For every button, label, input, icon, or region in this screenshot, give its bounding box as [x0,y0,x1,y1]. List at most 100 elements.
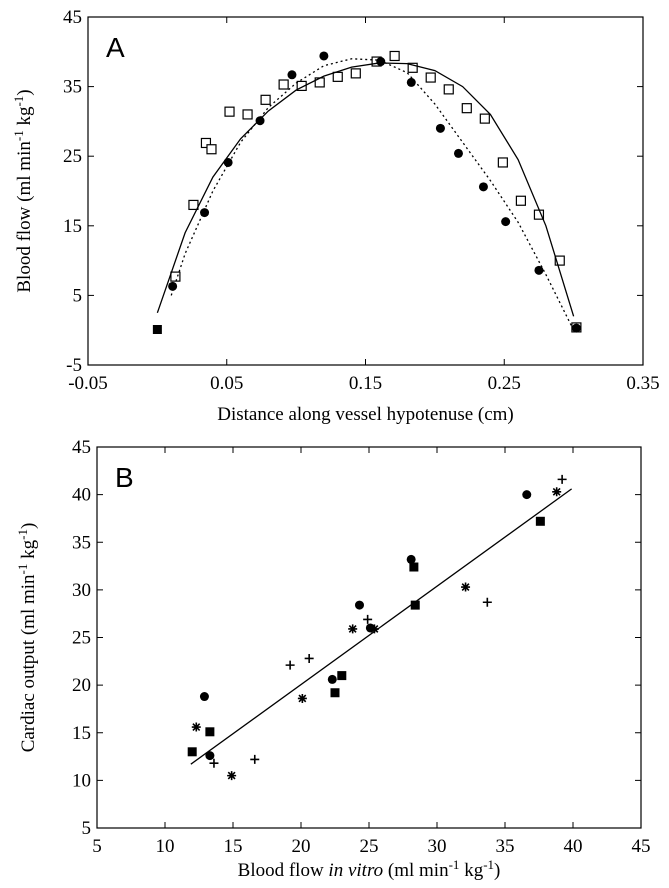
x-tick-label: 5 [92,836,102,857]
point [209,758,219,768]
x-axis-title-part: Distance along vessel hypotenuse (cm) [217,404,514,425]
x-tick-label: 10 [156,836,175,857]
y-tick-label: 35 [72,532,91,553]
x-axis-title-part: Blood flow [238,860,329,881]
fit-line [170,58,575,331]
y-axis-title-part: -1 [11,96,26,107]
point [188,199,199,211]
point [409,562,419,572]
panel-label: A [106,32,125,63]
point [227,771,237,781]
x-tick-label: 40 [564,836,583,857]
y-tick-label: 10 [72,770,91,791]
point [406,77,416,87]
point [170,271,181,282]
point [571,323,581,333]
y-axis-title-part: Blood flow (ml min [14,141,35,293]
y-tick-label: 45 [72,437,91,458]
point [435,123,445,133]
point [152,325,162,335]
point [297,693,307,703]
point [482,597,492,607]
point [285,660,295,670]
point [255,116,265,126]
y-axis-title-part: -1 [15,564,30,575]
point [191,722,201,732]
point [206,144,217,155]
point [205,751,215,761]
point [535,516,545,526]
point [337,671,347,681]
y-tick-label: 40 [72,485,91,506]
y-axis-title-part: kg [14,106,35,130]
x-tick-label: -0.05 [68,373,108,394]
x-tick-label: 0.05 [210,373,243,394]
point [224,106,235,117]
x-tick-label: 25 [360,836,379,857]
point [461,582,471,592]
point [327,674,337,684]
point [354,600,364,610]
y-tick-label: -5 [66,355,82,376]
point [453,148,463,158]
point [461,103,472,114]
x-tick-label: 45 [632,836,651,857]
y-axis-title-part: ) [14,89,35,95]
y-tick-label: 5 [82,818,92,839]
x-axis-title-part: (ml min [383,860,449,881]
plot-frame [87,16,644,366]
point [319,51,329,61]
y-axis-title-part: ) [18,523,39,529]
point [332,71,343,82]
y-tick-label: 20 [72,675,91,696]
x-tick-label: 15 [224,836,243,857]
x-tick-label: 35 [496,836,515,857]
y-tick-label: 5 [73,285,83,306]
point [278,79,289,90]
point [425,72,436,83]
point [304,653,314,663]
point [522,490,532,500]
y-axis-title: Cardiac output (ml min-1 kg-1) [15,523,40,753]
x-axis-title-part: kg [459,860,483,881]
x-axis-title-part: -1 [449,857,460,872]
point [478,182,488,192]
y-axis-title-part: -1 [15,529,30,540]
x-axis-title: Blood flow in vitro (ml min-1 kg-1) [238,857,501,882]
point [350,68,361,79]
point [557,474,567,484]
point [348,624,358,634]
fit-line [190,488,573,765]
y-axis-title-part: Cardiac output (ml min [18,574,39,752]
point [389,50,400,62]
x-tick-label: 0.25 [488,373,521,394]
point [242,109,253,120]
point [199,692,209,702]
x-tick-label: 20 [292,836,311,857]
x-axis-title-part: ) [494,860,500,881]
y-axis-title: Blood flow (ml min-1 kg-1) [11,89,36,292]
point [501,217,511,227]
point [497,157,508,168]
point [363,614,373,624]
point [287,70,297,80]
y-axis-title-part: -1 [11,130,26,141]
point [552,487,562,497]
y-tick-label: 45 [63,7,82,28]
point [376,57,386,67]
x-tick-label: 0.35 [626,373,659,394]
point [443,84,454,95]
x-axis-title: Distance along vessel hypotenuse (cm) [217,404,514,425]
plot-frame [96,446,642,829]
point [205,727,215,737]
point [515,195,527,206]
x-tick-label: 0.15 [349,373,382,394]
point [260,94,271,105]
x-axis-title-part: -1 [483,857,494,872]
point [410,600,420,610]
point [479,113,490,124]
point [407,62,418,73]
point [250,754,260,764]
point [369,624,379,634]
